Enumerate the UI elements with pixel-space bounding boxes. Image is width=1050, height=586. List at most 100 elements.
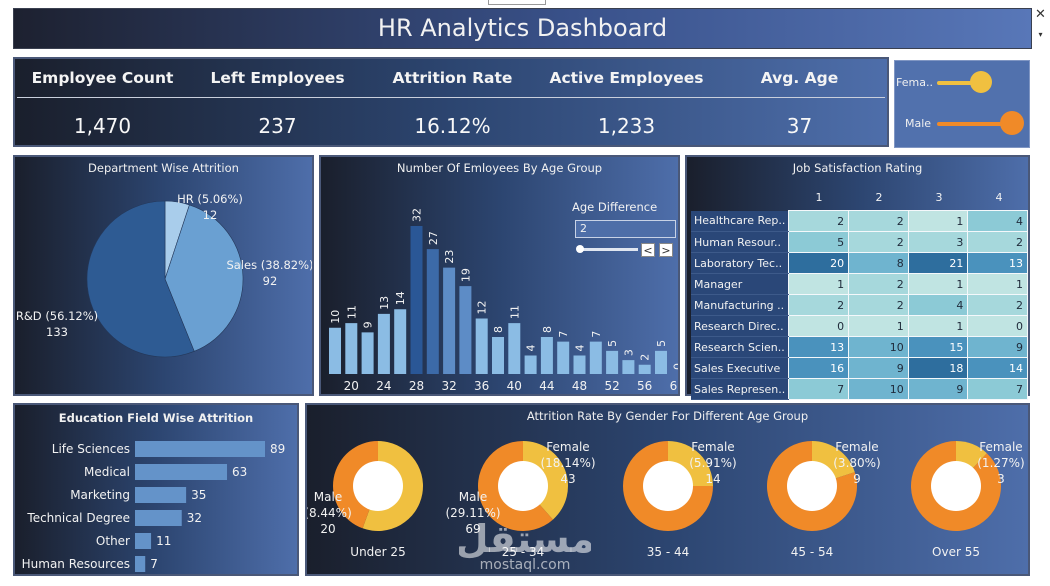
- education-value-label: 89: [270, 442, 285, 456]
- donut-male-label: Male: [314, 490, 342, 504]
- female-slider-track[interactable]: [937, 81, 983, 85]
- donut-male-label: (29.11%): [445, 506, 500, 520]
- kpi-divider: [17, 97, 885, 98]
- donut-male-label: 69: [465, 522, 480, 536]
- age-difference-slider-track[interactable]: [578, 248, 638, 251]
- donut-age-group-label: 25 - 34: [502, 545, 545, 559]
- job-satisfaction-row: Research Scien.. 13 10 15 9: [691, 336, 1028, 358]
- age-axis-tick-label: 40: [507, 379, 522, 393]
- job-satisfaction-row: Laboratory Tec.. 20 8 21 13: [691, 252, 1028, 274]
- age-bar-value-label: 23: [443, 250, 456, 264]
- job-role-label: Manager: [691, 273, 789, 295]
- age-bar-value-label: 12: [476, 301, 489, 315]
- age-bar: [622, 360, 635, 374]
- job-satisfaction-cell: 15: [907, 336, 969, 358]
- age-bar-value-label: 14: [394, 291, 407, 305]
- gender-filter-male-label[interactable]: Male: [905, 117, 932, 130]
- job-role-label: Healthcare Rep..: [691, 210, 789, 232]
- job-role-label: Sales Executive: [691, 357, 789, 379]
- job-satisfaction-cell: 7: [788, 378, 850, 400]
- job-satisfaction-cell: 2: [788, 210, 850, 232]
- education-bar-chart: Life Sciences 89 Medical 63 Marketing 35 Techn…: [22, 441, 285, 572]
- age-axis-tick-label: 52: [604, 379, 619, 393]
- education-value-label: 63: [232, 465, 247, 479]
- donut-male-label: (8.44%): [307, 506, 352, 520]
- job-satisfaction-column-header: 4: [995, 191, 1003, 204]
- age-group-panel: Number Of Emloyees By Age Group 10 11 9 13 1…: [319, 155, 680, 396]
- donut-hole: [498, 461, 548, 511]
- donut-female-label: (1.27%): [977, 456, 1024, 470]
- department-pie-chart: HR (5.06%) 12 Sales (38.82%) 92 R&D (56.12%)…: [16, 192, 312, 358]
- job-satisfaction-cell: 2: [848, 210, 909, 232]
- close-icon[interactable]: ✕: [1033, 8, 1048, 23]
- donut-age-group-label: 35 - 44: [647, 545, 690, 559]
- job-role-label: Human Resour..: [691, 231, 789, 253]
- age-bar-value-label: 19: [459, 268, 472, 282]
- kpi-panel: Employee Count 1,470 Left Employees 237 …: [13, 57, 889, 147]
- job-satisfaction-table: Healthcare Rep.. 2 2 1 4 Human Resour.. 5 2 3 2 La…: [691, 210, 1028, 400]
- job-role-label: Manufacturing ..: [691, 294, 789, 316]
- job-role-label: Laboratory Tec..: [691, 252, 789, 274]
- pie-label: R&D (56.12%): [16, 309, 98, 323]
- job-satisfaction-cell: 16: [788, 357, 850, 379]
- age-bar: [573, 355, 586, 374]
- age-bar-value-label: 8: [541, 326, 554, 333]
- job-satisfaction-cell: 18: [907, 357, 969, 379]
- job-satisfaction-cell: 20: [788, 252, 850, 274]
- donut-hole: [931, 461, 981, 511]
- education-category-label: Technical Degree: [26, 511, 130, 525]
- male-slider-track[interactable]: [937, 122, 1007, 126]
- chevron-left-icon[interactable]: <: [641, 243, 655, 257]
- job-satisfaction-cell: 10: [848, 378, 909, 400]
- job-satisfaction-row: Research Direc.. 0 1 1 0: [691, 315, 1028, 337]
- education-value-label: 11: [156, 534, 171, 548]
- gender-filter-female-label[interactable]: Fema..: [896, 76, 933, 89]
- age-bar-value-label: 11: [508, 305, 521, 319]
- kpi-value: 16.12%: [414, 114, 491, 138]
- dropdown-arrow-icon[interactable]: ▾: [1033, 27, 1048, 42]
- age-bar: [329, 327, 341, 374]
- job-satisfaction-column-header: 2: [875, 191, 883, 204]
- dashboard-title: HR Analytics Dashboard: [377, 14, 668, 42]
- age-bar-chart: 1011913143227231912811487475325020242832…: [329, 208, 678, 393]
- age-axis-tick-label: 48: [572, 379, 587, 393]
- education-bar: [135, 464, 228, 480]
- female-slider-knob[interactable]: [970, 71, 992, 93]
- age-bar: [508, 323, 521, 374]
- donut-female-label: 3: [997, 472, 1005, 486]
- job-satisfaction-row: Human Resour.. 5 2 3 2: [691, 231, 1028, 253]
- job-satisfaction-cell: 1: [788, 273, 850, 295]
- age-axis-tick-label: 28: [409, 379, 424, 393]
- kpi-value: 37: [786, 114, 813, 138]
- job-satisfaction-cell: 2: [848, 294, 909, 316]
- education-attrition-title: Education Field Wise Attrition: [58, 411, 254, 425]
- job-satisfaction-row: Manufacturing .. 2 2 4 2: [691, 294, 1028, 316]
- age-difference-input[interactable]: 2: [575, 220, 676, 238]
- age-group-title: Number Of Emloyees By Age Group: [396, 161, 603, 175]
- chevron-right-icon[interactable]: >: [659, 243, 673, 257]
- age-difference-slider-knob[interactable]: [576, 245, 584, 253]
- job-satisfaction-row: Healthcare Rep.. 2 2 1 4: [691, 210, 1028, 232]
- age-bar: [655, 350, 667, 374]
- job-satisfaction-cell: 9: [848, 357, 909, 379]
- age-bar: [589, 341, 602, 374]
- donut-female-label: 14: [705, 472, 720, 486]
- male-slider-knob[interactable]: [1000, 111, 1024, 135]
- donut-female-label: 43: [560, 472, 575, 486]
- dashboard-title-bar: HR Analytics Dashboard: [13, 8, 1032, 49]
- age-axis-tick-label: 24: [376, 379, 391, 393]
- job-satisfaction-cell: 10: [848, 336, 909, 358]
- age-axis-tick-label: 60: [670, 379, 678, 393]
- top-tab-marker: [488, 0, 546, 5]
- age-bar: [426, 249, 439, 374]
- age-bar-value-label: 4: [525, 345, 538, 352]
- watermark-url-text: mostaql.com: [480, 557, 571, 572]
- job-role-label: Sales Represen..: [691, 378, 789, 400]
- age-bar: [394, 309, 407, 374]
- age-bar: [410, 226, 423, 374]
- job-satisfaction-cell: 1: [907, 315, 969, 337]
- education-value-label: 32: [187, 511, 202, 525]
- age-bar: [524, 355, 537, 374]
- education-category-label: Life Sciences: [52, 442, 130, 456]
